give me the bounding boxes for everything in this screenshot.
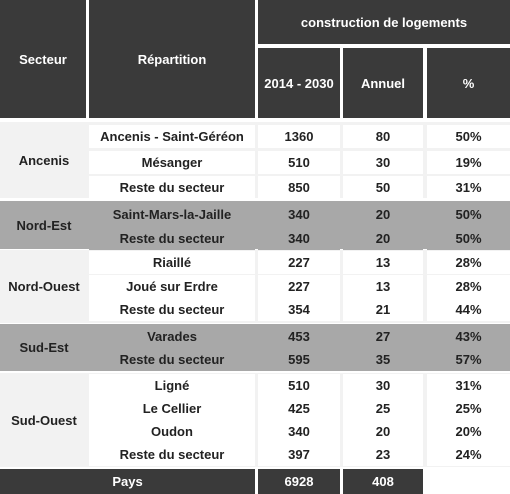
- cell-total: 1360: [258, 125, 340, 148]
- cell-pct: 25%: [427, 397, 510, 420]
- header-annuel-label: Annuel: [360, 75, 406, 91]
- cell-repartition: Saint-Mars-la-Jaille: [89, 203, 255, 226]
- cell-repartition: Ligné: [89, 374, 255, 397]
- cell-total: 340: [258, 203, 340, 226]
- cell-annuel: 20: [343, 203, 423, 226]
- cell-total: 850: [258, 176, 340, 199]
- cell-total: 354: [258, 298, 340, 321]
- cell-annuel: 20: [343, 227, 423, 250]
- cell-pct: 31%: [427, 176, 510, 199]
- sector-band: [0, 373, 510, 467]
- header-percent: %: [427, 48, 510, 118]
- header-secteur-label: Secteur: [19, 51, 67, 67]
- sector-name: Nord-Ouest: [8, 279, 80, 294]
- cell-annuel: 80: [343, 125, 423, 148]
- cell-repartition: Mésanger: [89, 151, 255, 174]
- header-period-label: 2014 - 2030: [264, 75, 334, 91]
- cell-pct: 28%: [427, 275, 510, 298]
- cell-repartition: Ancenis - Saint-Géréon: [89, 125, 255, 148]
- sector-band: [0, 324, 510, 371]
- sector-name: Ancenis: [18, 152, 70, 168]
- cell-repartition: Riaillé: [89, 251, 255, 274]
- cell-annuel: 13: [343, 251, 423, 274]
- header-percent-label: %: [462, 75, 475, 91]
- footer-annuel: 408: [372, 474, 394, 489]
- footer-total: 6928: [284, 474, 314, 489]
- cell-repartition: Varades: [89, 325, 255, 348]
- cell-pct: 50%: [427, 227, 510, 250]
- cell-total: 340: [258, 227, 340, 250]
- sector-band: [0, 250, 510, 323]
- header-repartition: Répartition: [89, 0, 255, 118]
- cell-total: 453: [258, 325, 340, 348]
- cell-repartition: Le Cellier: [89, 397, 255, 420]
- cell-pct: 28%: [427, 251, 510, 274]
- footer-total-cell: 6928: [258, 469, 340, 494]
- cell-annuel: 21: [343, 298, 423, 321]
- cell-annuel: 30: [343, 374, 423, 397]
- cell-total: 595: [258, 348, 340, 371]
- cell-total: 397: [258, 443, 340, 466]
- header-annuel: Annuel: [343, 48, 423, 118]
- cell-pct: 19%: [427, 151, 510, 174]
- cell-pct: 57%: [427, 348, 510, 371]
- cell-total: 227: [258, 275, 340, 298]
- header-secteur: Secteur: [0, 0, 86, 118]
- cell-repartition: Oudon: [89, 420, 255, 443]
- cell-repartition: Reste du secteur: [89, 298, 255, 321]
- cell-repartition: Reste du secteur: [89, 348, 255, 371]
- header-period: 2014 - 2030: [258, 48, 340, 118]
- cell-annuel: 13: [343, 275, 423, 298]
- header-group: construction de logements: [258, 0, 510, 44]
- cell-total: 425: [258, 397, 340, 420]
- cell-pct: 24%: [427, 443, 510, 466]
- sector-name: Sud-Est: [19, 340, 69, 355]
- cell-annuel: 30: [343, 151, 423, 174]
- cell-pct: 50%: [427, 203, 510, 226]
- cell-annuel: 23: [343, 443, 423, 466]
- cell-pct: 50%: [427, 125, 510, 148]
- cell-total: 510: [258, 151, 340, 174]
- cell-total: 227: [258, 251, 340, 274]
- cell-repartition: Reste du secteur: [89, 227, 255, 250]
- cell-repartition: Reste du secteur: [89, 443, 255, 466]
- sector-name: Nord-Est: [16, 217, 72, 233]
- cell-pct: 20%: [427, 420, 510, 443]
- header-group-label: construction de logements: [300, 14, 468, 30]
- header-repartition-label: Répartition: [137, 51, 207, 67]
- cell-repartition: Reste du secteur: [89, 176, 255, 199]
- cell-annuel: 35: [343, 348, 423, 371]
- cell-pct: 31%: [427, 374, 510, 397]
- cell-total: 510: [258, 374, 340, 397]
- footer-label-cell: Pays: [0, 469, 255, 494]
- sector-band: [0, 201, 510, 249]
- cell-annuel: 20: [343, 420, 423, 443]
- footer-label: Pays: [112, 474, 143, 489]
- cell-annuel: 25: [343, 397, 423, 420]
- sector-name: Sud-Ouest: [11, 412, 77, 428]
- cell-total: 340: [258, 420, 340, 443]
- cell-pct: 43%: [427, 325, 510, 348]
- cell-pct: 44%: [427, 298, 510, 321]
- footer-annuel-cell: 408: [343, 469, 423, 494]
- sector-band: [0, 122, 510, 198]
- cell-repartition: Joué sur Erdre: [89, 275, 255, 298]
- cell-annuel: 27: [343, 325, 423, 348]
- cell-annuel: 50: [343, 176, 423, 199]
